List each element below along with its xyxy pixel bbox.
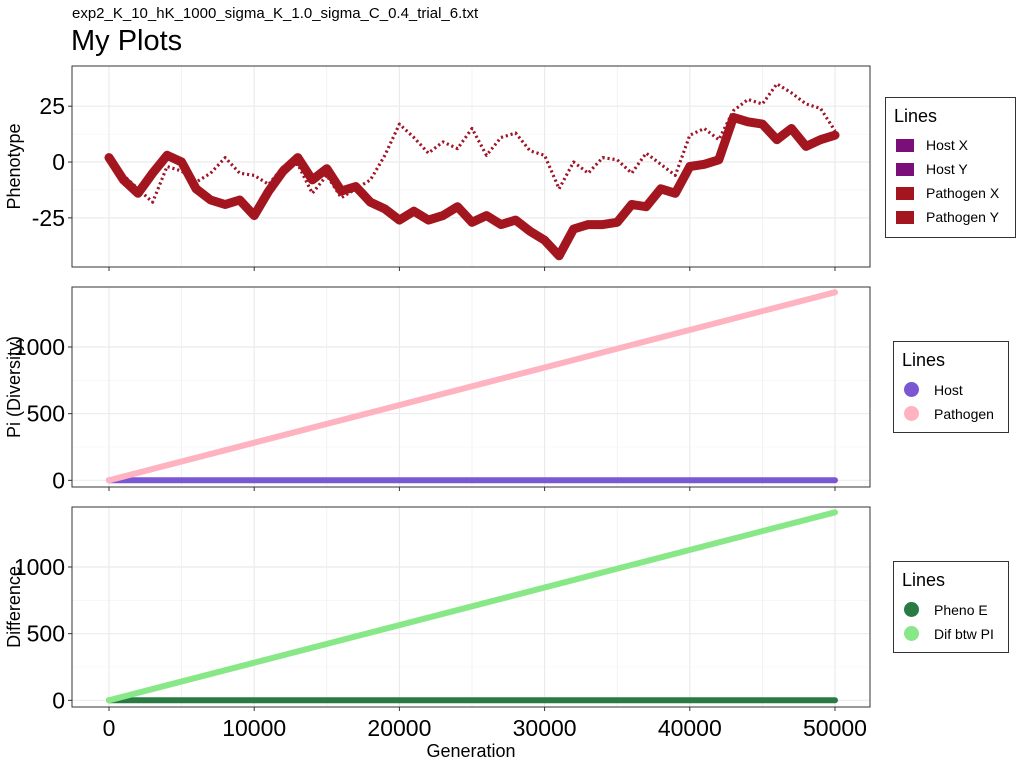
x-tick-label: 50000 [803, 715, 867, 741]
legend-label-host-y: Host Y [926, 161, 968, 177]
legend-key-pathogen-x [896, 187, 914, 200]
legend-label-pathogen: Pathogen [934, 406, 994, 422]
y-tick-label: 1000 [14, 554, 65, 580]
panel-border [71, 286, 871, 488]
x-tick-label: 10000 [222, 715, 286, 741]
legend-title: Lines [902, 350, 946, 370]
legend-label-pathogen-y: Pathogen Y [926, 209, 999, 225]
x-tick-label: 20000 [367, 715, 431, 741]
x-tick-label: 0 [103, 715, 116, 741]
y-tick-label: 0 [52, 149, 65, 175]
x-axis-label: Generation [426, 741, 515, 761]
legend-phenotype: Lines Host X Host Y Pathogen X Pathogen … [885, 97, 1016, 238]
legend-key-dif-btw-pi [904, 626, 919, 641]
y-tick-label: 0 [52, 467, 65, 493]
legend-key-host-y [896, 163, 914, 176]
legend-label-pheno-e: Pheno E [934, 602, 988, 618]
legend-key-pathogen-y [896, 211, 914, 224]
y-tick-label: 500 [27, 401, 65, 427]
legend-pi: Lines Host Pathogen [893, 341, 1009, 433]
legend-key-host-x [896, 139, 914, 152]
panel-border [71, 506, 871, 708]
legend-key-pathogen [904, 406, 919, 421]
legend-title: Lines [902, 570, 946, 590]
series-line-pathogen [106, 289, 838, 484]
legend-label-dif-btw-pi: Dif btw PI [934, 626, 994, 642]
figure-subtitle: exp2_K_10_hK_1000_sigma_K_1.0_sigma_C_0.… [72, 5, 479, 22]
y-tick-label: 0 [52, 687, 65, 713]
figure-title: My Plots [71, 25, 183, 57]
y-tick-label: 25 [39, 93, 65, 119]
y-tick-label: 1000 [14, 334, 65, 360]
legend-key-pheno-e [904, 602, 919, 617]
y-axis-label: Phenotype [4, 123, 24, 209]
y-axis-label: Difference [4, 566, 24, 648]
x-tick-label: 30000 [513, 715, 577, 741]
legend-label-pathogen-x: Pathogen X [926, 185, 1000, 201]
legend-key-host [904, 382, 919, 397]
panel-border [71, 65, 871, 268]
legend-difference: Lines Pheno E Dif btw PI [893, 561, 1009, 653]
y-tick-label: 500 [27, 621, 65, 647]
y-axis-label: Pi (Diversity) [4, 336, 24, 438]
legend-label-host: Host [934, 382, 963, 398]
series-line-pathogen-x [104, 112, 840, 261]
series-line-dif-btw-pi [106, 509, 838, 704]
y-tick-label: -25 [32, 205, 65, 231]
legend-title: Lines [894, 106, 938, 126]
legend-label-host-x: Host X [926, 137, 969, 153]
series-line-pathogen-y [107, 82, 837, 204]
x-tick-label: 40000 [658, 715, 722, 741]
